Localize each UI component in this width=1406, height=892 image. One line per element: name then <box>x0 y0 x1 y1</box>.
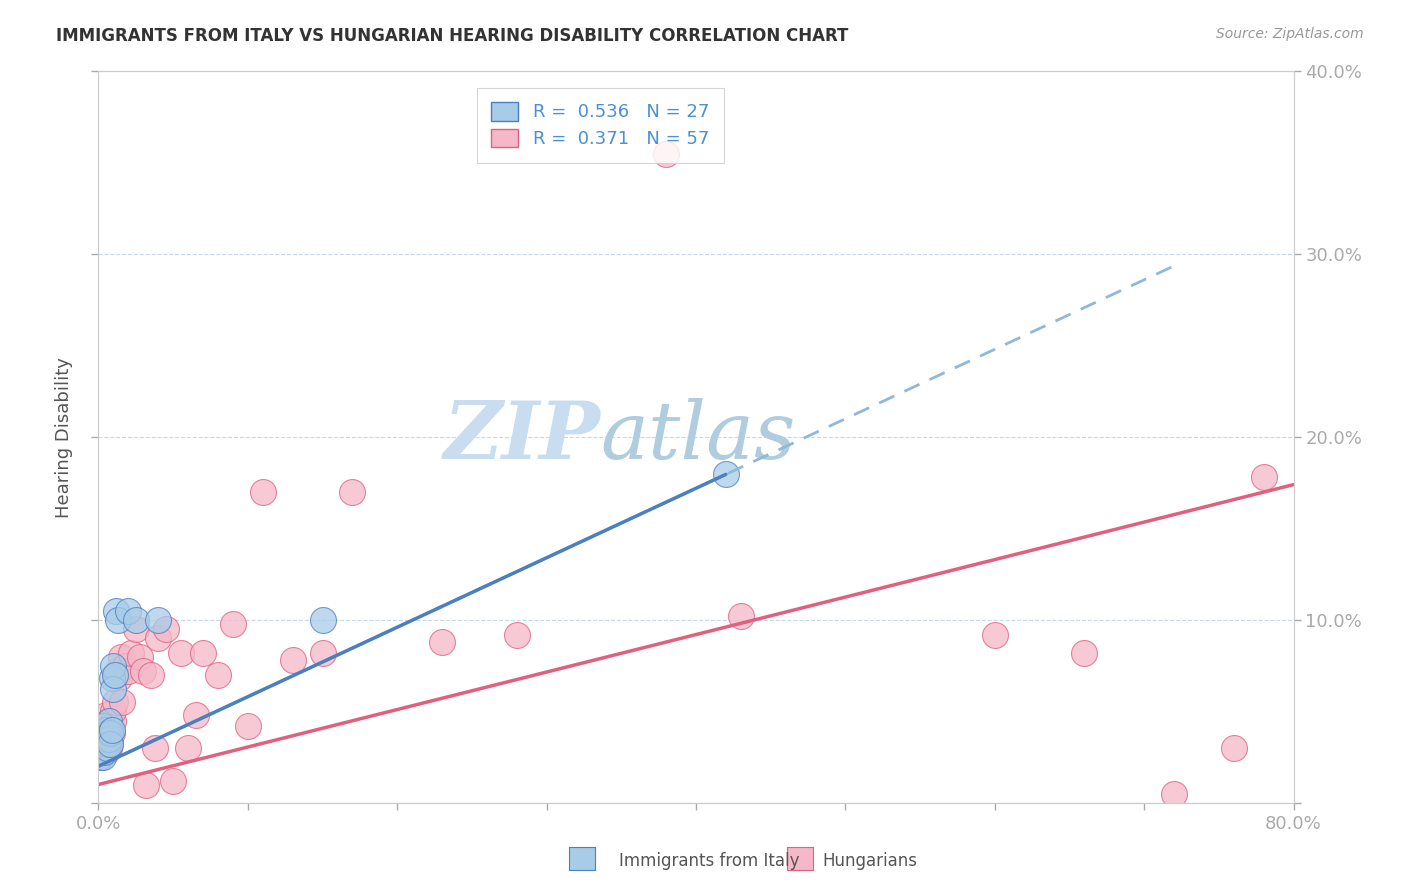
Point <box>177 740 200 755</box>
Point <box>93 745 115 759</box>
Text: Hungarians: Hungarians <box>823 852 918 870</box>
Point <box>90 726 112 740</box>
Point <box>104 695 127 709</box>
Point <box>96 726 118 740</box>
Text: ZIP: ZIP <box>443 399 600 475</box>
Point <box>103 682 125 697</box>
Point <box>97 714 120 728</box>
Point <box>191 646 214 660</box>
Text: IMMIGRANTS FROM ITALY VS HUNGARIAN HEARING DISABILITY CORRELATION CHART: IMMIGRANTS FROM ITALY VS HUNGARIAN HEARI… <box>56 27 849 45</box>
Point <box>155 622 177 636</box>
Point <box>143 740 166 755</box>
Point <box>125 622 148 636</box>
Point <box>207 667 229 681</box>
Point <box>103 658 125 673</box>
Point <box>1223 740 1246 755</box>
Point <box>91 740 114 755</box>
Point <box>94 708 117 723</box>
Point <box>1253 470 1275 484</box>
Point <box>98 737 122 751</box>
Point <box>120 646 142 660</box>
Point <box>252 485 274 500</box>
Point <box>162 773 184 788</box>
Point <box>103 714 125 728</box>
Point <box>93 731 115 746</box>
Text: Immigrants from Italy: Immigrants from Italy <box>619 852 799 870</box>
Point <box>125 613 148 627</box>
Point <box>110 649 132 664</box>
Point <box>93 719 115 733</box>
Point <box>430 635 453 649</box>
Point <box>94 737 117 751</box>
Point <box>97 731 120 746</box>
Point <box>89 750 111 764</box>
Point <box>90 740 112 755</box>
Legend: R =  0.536   N = 27, R =  0.371   N = 57: R = 0.536 N = 27, R = 0.371 N = 57 <box>477 87 724 162</box>
Point <box>132 664 155 678</box>
Point <box>98 726 122 740</box>
Point <box>655 146 678 161</box>
Point <box>148 613 170 627</box>
Point <box>108 672 131 686</box>
Point <box>184 708 207 723</box>
Point <box>281 653 304 667</box>
Point <box>103 705 125 719</box>
Point <box>97 740 120 755</box>
Point <box>90 726 112 740</box>
Text: atlas: atlas <box>600 399 796 475</box>
Point <box>169 646 191 660</box>
Point <box>107 613 129 627</box>
Point <box>117 664 139 678</box>
Text: Source: ZipAtlas.com: Source: ZipAtlas.com <box>1216 27 1364 41</box>
Y-axis label: Hearing Disability: Hearing Disability <box>55 357 73 517</box>
Point <box>139 667 162 681</box>
Point <box>93 731 115 746</box>
Point <box>222 616 245 631</box>
Point <box>236 719 259 733</box>
Point <box>96 731 118 746</box>
Point <box>1163 787 1185 801</box>
Point <box>91 719 114 733</box>
Point <box>148 632 170 646</box>
Point <box>506 627 529 641</box>
Point <box>97 714 120 728</box>
Point <box>1073 646 1095 660</box>
Point <box>98 737 122 751</box>
Point <box>96 726 118 740</box>
Point <box>311 646 333 660</box>
Point <box>101 672 124 686</box>
Point <box>714 467 737 481</box>
Point <box>98 723 122 737</box>
Point <box>89 750 111 764</box>
Point <box>105 667 128 681</box>
Point <box>89 737 111 751</box>
Point <box>101 726 124 740</box>
Point <box>105 604 128 618</box>
Point <box>104 667 127 681</box>
Point <box>94 723 117 737</box>
Point <box>984 627 1007 641</box>
Point <box>114 658 136 673</box>
Point <box>101 723 124 737</box>
Point <box>111 695 134 709</box>
Point <box>94 745 117 759</box>
Point <box>90 745 112 759</box>
Point <box>91 723 114 737</box>
Point <box>311 613 333 627</box>
Point <box>135 778 157 792</box>
Point <box>96 740 118 755</box>
Point <box>730 609 752 624</box>
Point <box>117 604 139 618</box>
Point <box>342 485 364 500</box>
Point <box>107 664 129 678</box>
Point <box>129 649 152 664</box>
Point <box>91 750 114 764</box>
